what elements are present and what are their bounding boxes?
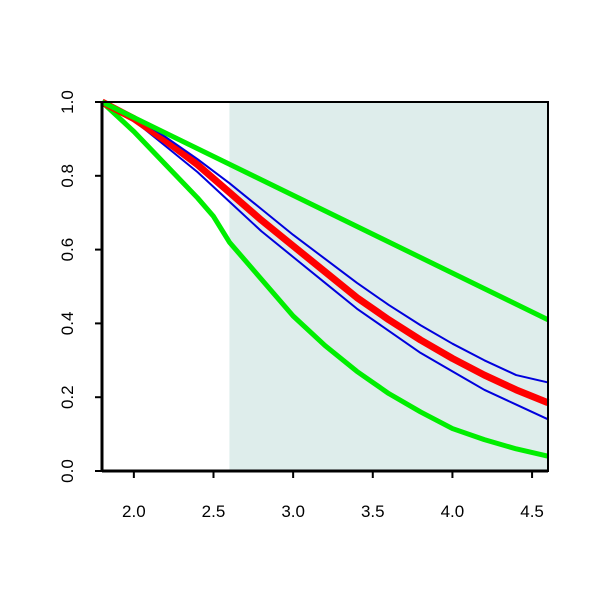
x-tick-label: 4.5 bbox=[520, 502, 544, 521]
series-line-estimate bbox=[100, 98, 550, 406]
x-tick-label: 4.0 bbox=[441, 502, 465, 521]
series-line-lower-inner bbox=[101, 101, 549, 421]
y-tick-label: 0.4 bbox=[58, 312, 77, 336]
y-tick-label: 0.2 bbox=[58, 385, 77, 409]
y-tick-label: 0.8 bbox=[58, 164, 77, 188]
y-tick-label: 0.6 bbox=[58, 238, 77, 262]
y-tick-label: 0.0 bbox=[58, 459, 77, 483]
x-tick-label: 3.5 bbox=[361, 502, 385, 521]
shaded-region-layer bbox=[229, 102, 548, 471]
y-axis: 0.0 0.2 0.4 0.6 0.8 1.0 bbox=[58, 90, 102, 483]
series-line-lower-outer bbox=[100, 100, 549, 459]
x-tick-label: 2.5 bbox=[202, 502, 226, 521]
series-line-upper-outer bbox=[100, 99, 550, 322]
shaded-region bbox=[229, 102, 548, 471]
x-tick-label: 3.0 bbox=[281, 502, 305, 521]
plot-frame-layer bbox=[100, 101, 549, 473]
x-axis: 2.0 2.5 3.0 3.5 4.0 4.5 bbox=[122, 471, 544, 521]
series-line-upper-inner bbox=[101, 101, 549, 384]
y-tick-label: 1.0 bbox=[58, 90, 77, 114]
series-layer bbox=[100, 98, 550, 459]
x-tick-label: 2.0 bbox=[122, 502, 146, 521]
